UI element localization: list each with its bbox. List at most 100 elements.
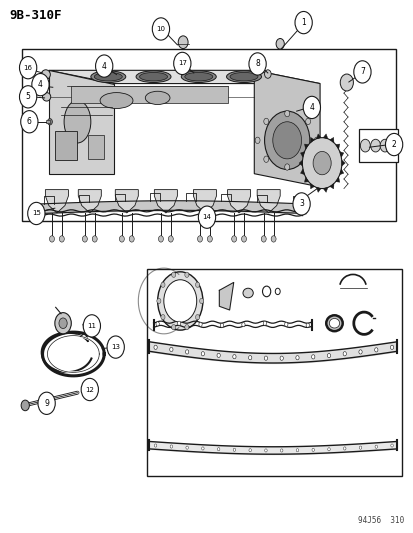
Ellipse shape: [90, 71, 126, 83]
Ellipse shape: [181, 71, 216, 83]
Ellipse shape: [294, 12, 311, 34]
Text: 9B-310F: 9B-310F: [9, 10, 62, 22]
Circle shape: [161, 314, 165, 320]
Text: 94J56  310: 94J56 310: [357, 516, 404, 525]
Polygon shape: [310, 183, 313, 189]
Circle shape: [305, 118, 310, 125]
Circle shape: [280, 449, 282, 452]
Circle shape: [154, 444, 157, 447]
Text: 9: 9: [44, 399, 49, 408]
Circle shape: [232, 354, 235, 359]
Circle shape: [264, 449, 266, 452]
Circle shape: [185, 446, 188, 449]
Polygon shape: [304, 177, 308, 182]
Circle shape: [201, 352, 204, 356]
Circle shape: [296, 449, 298, 452]
Circle shape: [184, 325, 188, 330]
Bar: [46, 120, 50, 123]
Polygon shape: [300, 151, 304, 157]
Circle shape: [374, 445, 377, 448]
Ellipse shape: [173, 52, 190, 75]
Polygon shape: [219, 282, 233, 310]
Circle shape: [379, 139, 389, 152]
Ellipse shape: [226, 71, 261, 83]
Circle shape: [327, 448, 330, 451]
Circle shape: [157, 298, 161, 304]
Polygon shape: [335, 144, 339, 149]
Circle shape: [157, 272, 202, 330]
Ellipse shape: [242, 288, 253, 298]
Circle shape: [195, 282, 199, 287]
Circle shape: [370, 139, 380, 152]
Polygon shape: [45, 190, 68, 213]
Polygon shape: [341, 160, 344, 166]
Bar: [147, 269, 401, 476]
Circle shape: [197, 236, 202, 242]
Circle shape: [216, 353, 220, 358]
Circle shape: [47, 118, 52, 125]
Ellipse shape: [38, 392, 55, 415]
Circle shape: [263, 118, 268, 125]
Circle shape: [59, 236, 64, 242]
Circle shape: [261, 236, 266, 242]
Circle shape: [264, 70, 271, 78]
Polygon shape: [323, 134, 327, 139]
Circle shape: [254, 137, 259, 143]
Ellipse shape: [21, 111, 38, 133]
Circle shape: [358, 446, 361, 449]
Circle shape: [201, 447, 204, 450]
Ellipse shape: [136, 71, 171, 83]
Text: 15: 15: [32, 211, 41, 216]
Circle shape: [169, 348, 173, 352]
Ellipse shape: [81, 378, 98, 401]
Ellipse shape: [230, 72, 257, 81]
Circle shape: [231, 236, 236, 242]
Polygon shape: [193, 190, 216, 213]
Circle shape: [168, 236, 173, 242]
Text: 13: 13: [111, 344, 120, 350]
Circle shape: [233, 448, 235, 451]
Polygon shape: [49, 70, 319, 84]
Ellipse shape: [100, 93, 133, 109]
Circle shape: [390, 444, 392, 447]
Polygon shape: [335, 177, 339, 182]
Polygon shape: [300, 169, 304, 175]
Text: 1: 1: [301, 18, 305, 27]
Circle shape: [387, 139, 397, 152]
Text: 4: 4: [102, 62, 107, 70]
Ellipse shape: [198, 206, 215, 228]
Ellipse shape: [19, 86, 37, 108]
Circle shape: [241, 236, 246, 242]
Circle shape: [178, 36, 188, 49]
Circle shape: [217, 448, 219, 451]
Circle shape: [21, 400, 29, 411]
Text: 17: 17: [178, 60, 186, 67]
Circle shape: [284, 164, 289, 170]
Circle shape: [327, 353, 330, 358]
Circle shape: [248, 449, 251, 452]
Bar: [22, 49, 395, 221]
Circle shape: [312, 151, 330, 175]
Ellipse shape: [139, 72, 167, 81]
Circle shape: [171, 272, 175, 277]
Text: 4: 4: [309, 103, 313, 112]
Ellipse shape: [385, 133, 402, 156]
Circle shape: [184, 272, 188, 277]
Ellipse shape: [41, 70, 50, 79]
Circle shape: [305, 323, 309, 327]
Circle shape: [275, 38, 284, 49]
Ellipse shape: [107, 336, 124, 358]
Circle shape: [305, 156, 310, 163]
Circle shape: [311, 448, 314, 451]
Circle shape: [207, 236, 212, 242]
Circle shape: [82, 236, 87, 242]
Polygon shape: [310, 138, 313, 143]
Circle shape: [272, 122, 301, 159]
Circle shape: [271, 236, 275, 242]
Ellipse shape: [94, 72, 122, 81]
Circle shape: [263, 321, 266, 325]
Polygon shape: [298, 160, 302, 166]
Polygon shape: [329, 183, 333, 189]
Text: 2: 2: [391, 140, 396, 149]
Circle shape: [248, 356, 251, 360]
